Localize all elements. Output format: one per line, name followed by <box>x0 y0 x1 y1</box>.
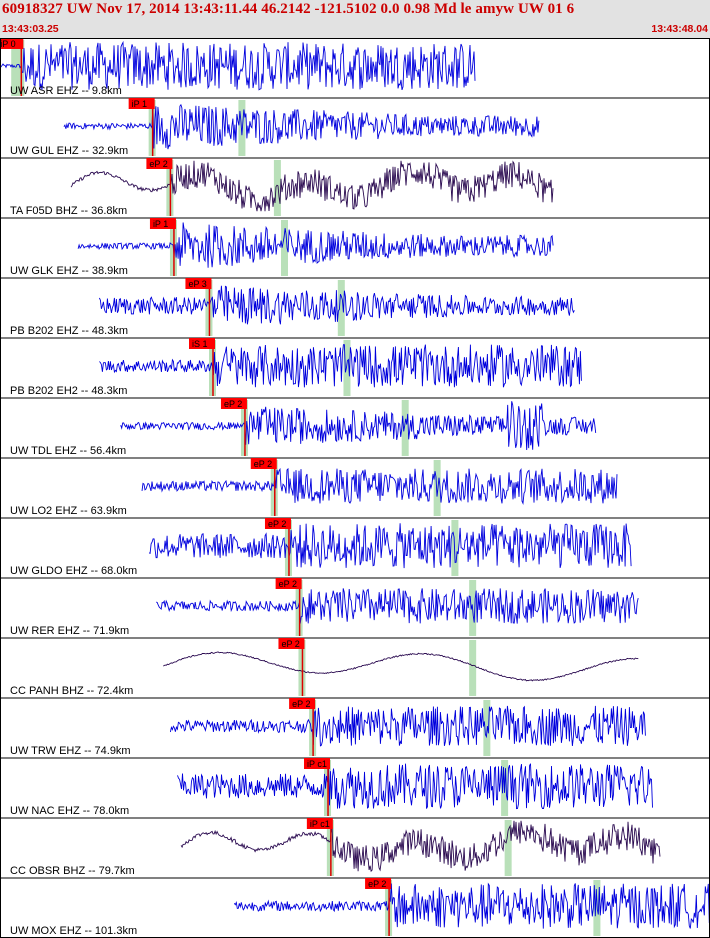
theoretical-arrival-band <box>504 820 512 876</box>
trace-row: eP 2 CC PANH BHZ -- 72.4km <box>0 638 710 699</box>
pick-label: iP c1 <box>307 759 327 769</box>
start-time: 13:43:03.25 <box>2 23 59 35</box>
pick-label: eP 2 <box>292 699 310 709</box>
pick-label: iP 0 <box>0 39 15 49</box>
trace-row: eP 2 UW TRW EHZ -- 74.9km <box>0 698 710 759</box>
pick-label-box[interactable] <box>304 758 331 769</box>
waveform[interactable] <box>233 882 710 929</box>
theoretical-arrival-band <box>238 100 246 156</box>
trace-row: iP 0 UW ASR EHZ -- 9.8km <box>0 38 710 99</box>
station-label: PB B202 EHZ -- 48.3km <box>10 325 128 337</box>
waveform[interactable] <box>98 285 575 325</box>
trace-row: iP c1 CC OBSR BHZ -- 79.7km <box>0 818 710 879</box>
pick-label-box[interactable] <box>185 278 212 289</box>
trace-row: iP 1 UW GLK EHZ -- 38.9km <box>0 218 710 279</box>
station-label: UW MOX EHZ -- 101.3km <box>10 925 137 937</box>
station-label: TA F05D BHZ -- 36.8km <box>10 205 127 217</box>
waveform[interactable] <box>141 467 618 506</box>
pick-label: eP 2 <box>281 639 299 649</box>
pick-label: eP 2 <box>149 159 167 169</box>
pick-label-box[interactable] <box>220 398 247 409</box>
pick-label: eP 2 <box>279 579 297 589</box>
pick-label-box[interactable] <box>365 878 392 889</box>
pick-label: iS 1 <box>192 339 208 349</box>
trace-row: eP 2 UW TDL EHZ -- 56.4km <box>0 398 710 459</box>
theoretical-arrival-band <box>11 40 19 96</box>
waveform[interactable] <box>156 588 639 624</box>
station-label: PB B202 EH2 -- 48.3km <box>10 385 127 397</box>
trace-row: iS 1 PB B202 EH2 -- 48.3km <box>0 338 710 399</box>
pick-label-box[interactable] <box>278 638 305 649</box>
pick-label-box[interactable] <box>128 98 155 109</box>
theoretical-arrival-band <box>343 340 351 396</box>
station-label: UW RER EHZ -- 71.9km <box>10 625 129 637</box>
station-label: CC PANH BHZ -- 72.4km <box>10 685 133 697</box>
pick-label: iP 1 <box>153 219 168 229</box>
waveform[interactable] <box>70 160 554 212</box>
pick-label: eP 3 <box>188 279 206 289</box>
trace-row: eP 3 PB B202 EHZ -- 48.3km <box>0 278 710 339</box>
seismogram-panel: iP 0 UW ASR EHZ -- 9.8km iP 1 UW GUL EHZ --… <box>0 38 710 938</box>
trace-row: eP 2 UW GLDO EHZ -- 68.0km <box>0 518 710 579</box>
pick-label-box[interactable] <box>0 38 24 49</box>
station-label: UW GLK EHZ -- 38.9km <box>10 265 128 277</box>
waveform[interactable] <box>120 401 597 451</box>
pick-label-box[interactable] <box>264 518 291 529</box>
waveform[interactable] <box>163 651 639 682</box>
pick-label-box[interactable] <box>289 698 316 709</box>
station-label: UW GUL EHZ -- 32.9km <box>10 145 128 157</box>
event-header: 60918327 UW Nov 17, 2014 13:43:11.44 46.… <box>0 0 710 38</box>
pick-label: iP c1 <box>310 819 330 829</box>
waveform[interactable] <box>63 103 540 150</box>
station-label: UW ASR EHZ -- 9.8km <box>10 85 122 97</box>
station-label: CC OBSR BHZ -- 79.7km <box>10 865 135 877</box>
pick-label: eP 2 <box>254 459 272 469</box>
waveform[interactable] <box>0 40 476 91</box>
pick-label-box[interactable] <box>146 158 173 169</box>
theoretical-arrival-band <box>337 280 345 336</box>
pick-label-box[interactable] <box>149 218 176 229</box>
theoretical-arrival-band <box>469 640 477 696</box>
pick-label: eP 2 <box>224 399 242 409</box>
theoretical-arrival-band <box>433 460 441 516</box>
theoretical-arrival-band <box>401 400 409 456</box>
waveform[interactable] <box>177 763 653 810</box>
station-label: UW TDL EHZ -- 56.4km <box>10 445 126 457</box>
waveform[interactable] <box>169 705 646 747</box>
waveform[interactable] <box>148 523 632 569</box>
pick-label: eP 2 <box>368 879 386 889</box>
theoretical-arrival-band <box>273 160 281 216</box>
station-label: UW NAC EHZ -- 78.0km <box>10 805 129 817</box>
event-title: 60918327 UW Nov 17, 2014 13:43:11.44 46.… <box>2 1 575 17</box>
waveform[interactable] <box>180 820 661 873</box>
trace-row: eP 2 UW MOX EHZ -- 101.3km <box>0 878 710 938</box>
pick-label: eP 2 <box>268 519 286 529</box>
end-time: 13:43:48.04 <box>651 23 708 35</box>
trace-row: eP 2 UW LO2 EHZ -- 63.9km <box>0 458 710 519</box>
waveform[interactable] <box>77 222 554 268</box>
trace-row: iP 1 UW GUL EHZ -- 32.9km <box>0 98 710 159</box>
trace-row: eP 2 TA F05D BHZ -- 36.8km <box>0 158 710 219</box>
trace-row: iP c1 UW NAC EHZ -- 78.0km <box>0 758 710 819</box>
pick-label: iP 1 <box>132 99 147 109</box>
station-label: UW GLDO EHZ -- 68.0km <box>10 565 137 577</box>
pick-label-box[interactable] <box>306 818 333 829</box>
trace-row: eP 2 UW RER EHZ -- 71.9km <box>0 578 710 639</box>
theoretical-arrival-band <box>281 220 288 276</box>
waveform[interactable] <box>99 344 582 388</box>
station-label: UW LO2 EHZ -- 63.9km <box>10 505 127 517</box>
pick-label-box[interactable] <box>189 338 215 349</box>
pick-label-box[interactable] <box>250 458 277 469</box>
station-label: UW TRW EHZ -- 74.9km <box>10 745 131 757</box>
pick-label-box[interactable] <box>275 578 302 589</box>
